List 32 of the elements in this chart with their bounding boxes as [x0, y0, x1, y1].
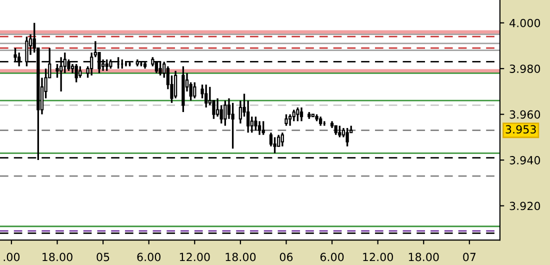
x-tick-label: 18.00: [42, 252, 72, 262]
candlestick: [288, 113, 292, 127]
candlestick: [284, 113, 288, 127]
x-tick-label: 07: [463, 252, 476, 262]
candlestick: [334, 124, 338, 136]
candlestick: [250, 116, 254, 134]
candlestick: [273, 136, 276, 154]
y-tick-label: 3.960: [510, 110, 540, 119]
x-tick-label: 18.00: [408, 252, 439, 262]
candlestick: [258, 120, 262, 136]
candlestick: [319, 116, 322, 127]
y-tick-label: 3.920: [510, 202, 540, 210]
ref-line-label: 3.953: [506, 125, 536, 134]
candlestick: [231, 102, 234, 150]
x-tick-label: 12.00: [363, 252, 393, 262]
x-tick-label: 05: [96, 252, 110, 262]
x-tick-label: 6.00: [320, 252, 344, 262]
candlestick: [174, 70, 178, 100]
x-tick-label: 12.00: [180, 252, 210, 262]
x-tick-label: 6.00: [137, 252, 160, 262]
candlestick: [254, 116, 258, 132]
x-tick-label: .00: [4, 252, 20, 262]
candlestick: [193, 81, 196, 100]
candlestick: [224, 100, 227, 127]
x-tick-label: 06: [280, 252, 293, 262]
x-tick-label: 18.00: [226, 252, 256, 262]
candlestick: [262, 120, 265, 136]
y-tick-label: 4.000: [510, 18, 540, 28]
y-tick-label: 3.940: [510, 156, 540, 164]
candlestick: [280, 132, 284, 148]
candlestick: [338, 124, 342, 138]
y-tick-label: 3.980: [510, 64, 540, 73]
